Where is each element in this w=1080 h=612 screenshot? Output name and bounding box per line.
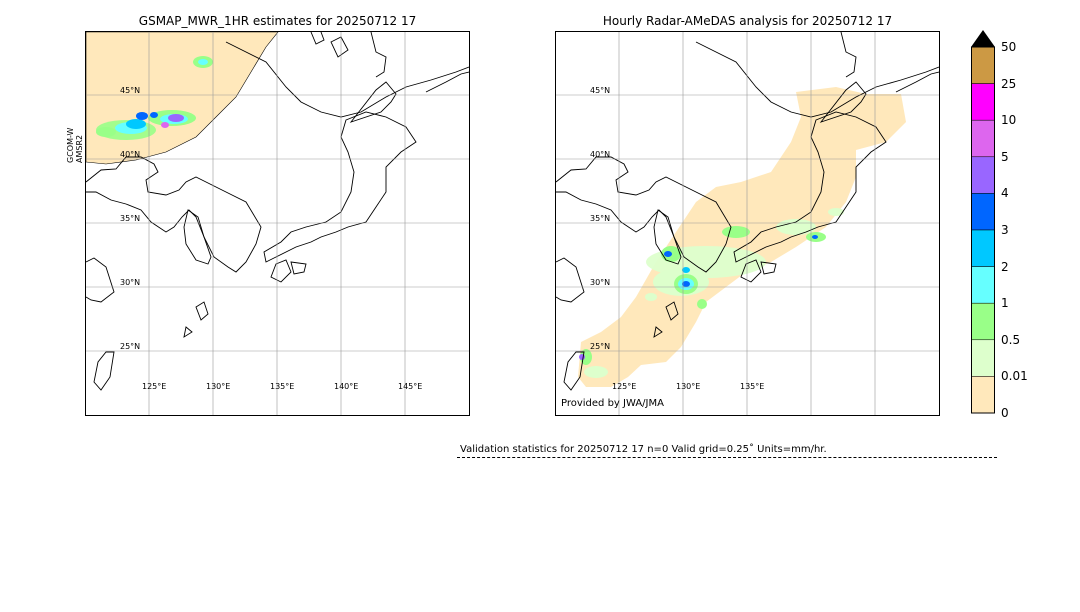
left-lat-35: 35°N [120,214,140,223]
right-lat-40: 40°N [590,150,610,159]
left-lon-145: 145°E [398,382,422,391]
right-lon-labels: 125°E 130°E 135°E [612,382,764,391]
right-lat-35: 35°N [590,214,610,223]
colorbar-segment [971,230,995,267]
colorbar-segment [971,157,995,194]
left-map-title: GSMAP_MWR_1HR estimates for 20250712 17 [86,14,469,28]
colorbar-segment [971,376,995,413]
left-lon-labels: 125°E 130°E 135°E 140°E 145°E [142,382,422,391]
left-lat-40: 40°N [120,150,140,159]
left-lon-140: 140°E [334,382,358,391]
colorbar-segment [971,47,995,84]
colorbar-label: 10 [1001,113,1016,127]
colorbar-label: 25 [1001,77,1016,91]
colorbar-over-triangle [971,30,995,47]
colorbar-label: 50 [1001,40,1016,54]
stats-divider [457,457,997,458]
colorbar-segment [971,267,995,304]
sensor-label-line2: AMSR2 [75,135,84,163]
data-credit: Provided by JWA/JMA [561,398,664,409]
left-precip-area [86,32,278,164]
colorbar-label: 4 [1001,186,1009,200]
right-lon-125: 125°E [612,382,636,391]
colorbar [971,30,995,414]
validation-stats: Validation statistics for 20250712 17 n=… [460,444,827,455]
right-map-svg: 45°N 40°N 35°N 30°N 25°N 125°E 130°E 135… [556,32,939,415]
left-lat-30: 30°N [120,278,140,287]
sensor-label-line1: GCOM-W [66,128,75,163]
colorbar-label: 3 [1001,223,1009,237]
right-lat-30: 30°N [590,278,610,287]
right-lon-135: 135°E [740,382,764,391]
colorbar-label: 1 [1001,296,1009,310]
colorbar-label: 0 [1001,406,1009,420]
colorbar-segment [971,340,995,377]
left-map-svg: 45°N 40°N 35°N 30°N 25°N 125°E 130°E 135… [86,32,469,415]
colorbar-segment [971,120,995,157]
left-map-panel: 45°N 40°N 35°N 30°N 25°N 125°E 130°E 135… [85,31,470,416]
colorbar-label: 0.01 [1001,369,1028,383]
right-lat-45: 45°N [590,86,610,95]
colorbar-segment [971,303,995,340]
right-map-title: Hourly Radar-AMeDAS analysis for 2025071… [556,14,939,28]
left-lat-25: 25°N [120,342,140,351]
right-lon-130: 130°E [676,382,700,391]
right-lat-labels: 45°N 40°N 35°N 30°N 25°N [590,86,610,351]
left-lon-125: 125°E [142,382,166,391]
colorbar-label: 0.5 [1001,333,1020,347]
colorbar-segment [971,193,995,230]
colorbar-segment [971,84,995,121]
colorbar-label: 2 [1001,260,1009,274]
sensor-label: GCOM-W AMSR2 [66,128,84,163]
left-lat-45: 45°N [120,86,140,95]
colorbar-label: 5 [1001,150,1009,164]
right-lat-25: 25°N [590,342,610,351]
left-lon-135: 135°E [270,382,294,391]
right-map-panel: 45°N 40°N 35°N 30°N 25°N 125°E 130°E 135… [555,31,940,416]
left-lon-130: 130°E [206,382,230,391]
